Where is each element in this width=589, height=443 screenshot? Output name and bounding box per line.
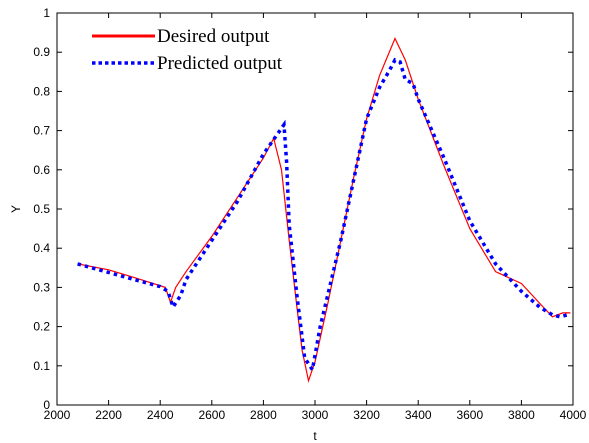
- x-tick-label: 4000: [560, 408, 587, 422]
- x-tick-label: 2000: [44, 408, 71, 422]
- x-tick-label: 3200: [353, 408, 380, 422]
- y-tick-label: 0: [43, 398, 50, 412]
- y-axis-label: Y: [9, 205, 23, 213]
- y-tick-label: 0.7: [33, 124, 50, 138]
- plot-area: [56, 12, 574, 406]
- y-tick-label: 0.6: [33, 163, 50, 177]
- legend-label: Desired output: [157, 26, 270, 47]
- series-desired-output: [77, 37, 571, 383]
- x-tick-label: 2600: [198, 408, 225, 422]
- series-predicted-output: [77, 57, 571, 375]
- x-tick-label: 3400: [405, 408, 432, 422]
- y-tick-label: 1: [43, 6, 50, 20]
- x-tick-label: 3600: [456, 408, 483, 422]
- y-tick-label: 0.4: [33, 241, 50, 255]
- x-tick-label: 2400: [147, 408, 174, 422]
- x-tick-label: 2800: [250, 408, 277, 422]
- x-tick-label: 2200: [95, 408, 122, 422]
- x-tick-label: 3000: [302, 408, 329, 422]
- y-tick-label: 0.1: [33, 359, 50, 373]
- x-axis-label: t: [313, 429, 317, 443]
- y-tick-label: 0.2: [33, 320, 50, 334]
- x-tick-label: 3800: [508, 408, 535, 422]
- y-tick-label: 0.5: [33, 202, 50, 216]
- legend-label: Predicted output: [157, 53, 283, 74]
- y-tick-label: 0.9: [33, 45, 50, 59]
- series-layer: [77, 37, 571, 383]
- legend: Desired output Predicted output: [92, 26, 283, 74]
- y-tick-label: 0.3: [33, 280, 50, 294]
- axis-ticks: 2000 2200 2400 2600 2800 3000 3200 3400 3600 3800…: [33, 6, 586, 422]
- y-tick-label: 0.8: [33, 84, 50, 98]
